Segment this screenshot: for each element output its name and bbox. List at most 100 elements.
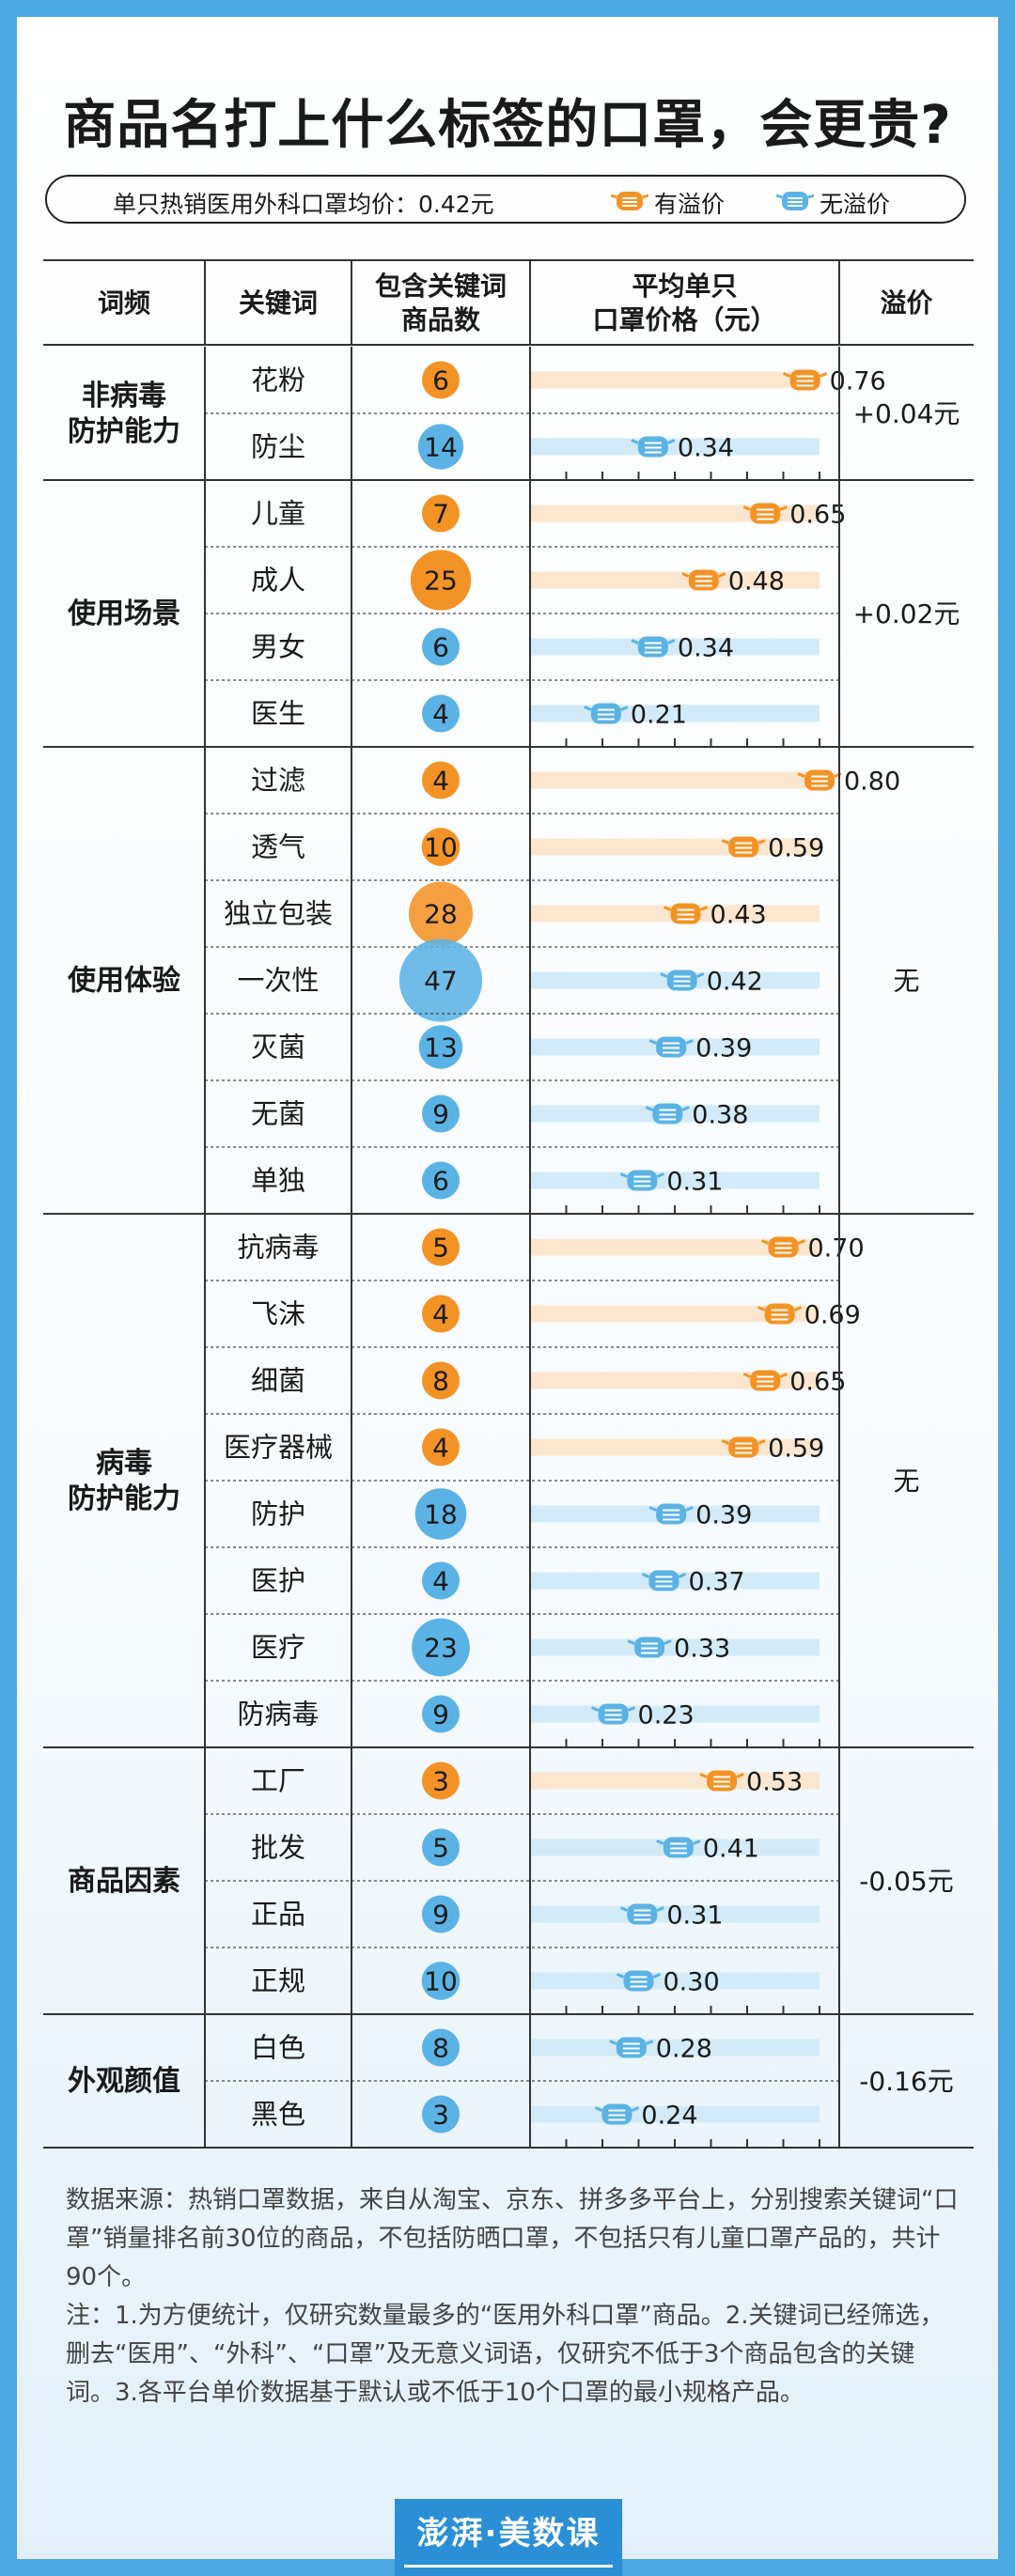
keyword-label: 一次性: [237, 965, 319, 997]
keyword-label: 儿童: [251, 498, 305, 530]
price-mask-marker-strap-right: [736, 1773, 744, 1778]
price-value-label: 0.31: [666, 1168, 723, 1197]
source-note-remarks: 注：1.为方便统计，仅研究数量最多的“医用外科口罩”商品。2.关键词已经筛选，删…: [66, 2302, 945, 2407]
count-bubble: [422, 1561, 460, 1600]
count-bubble: [422, 1094, 460, 1133]
category-label: 外观颜值: [68, 2065, 180, 2098]
premium-mask-icon: [611, 192, 648, 210]
count-value: 4: [432, 1299, 449, 1330]
price-mask-marker-strap-right: [678, 1573, 687, 1578]
price-mask-marker-strap-left: [721, 839, 729, 845]
price-value-label: 0.69: [804, 1301, 861, 1330]
keyword-label: 细菌: [251, 1365, 305, 1397]
keyword-label: 防护: [251, 1498, 305, 1530]
count-bubble: [408, 881, 474, 946]
price-mask-marker-strap-right: [685, 1039, 694, 1045]
price-mask-marker-strap-right: [646, 2040, 654, 2045]
premium-value: 无: [893, 1466, 919, 1497]
price-mask-marker-strap-left: [783, 372, 791, 378]
count-value: 5: [432, 1833, 449, 1864]
info-legend-bar: 单只热销医用外科口罩均价：0.42元 有溢价 无溢价: [45, 175, 966, 224]
price-mask-marker-strap-left: [663, 906, 672, 911]
keyword-label: 白色: [251, 2032, 305, 2064]
price-mask-marker-strap-right: [779, 505, 788, 511]
price-value-label: 0.59: [768, 1435, 824, 1464]
price-mask-marker-strap-right: [681, 1106, 690, 1111]
price-value-label: 0.42: [707, 968, 763, 997]
count-bubble: [422, 361, 460, 399]
category-label: 防护能力: [68, 1482, 180, 1515]
count-value: 9: [432, 1699, 449, 1730]
header-category: 词频: [98, 287, 150, 318]
price-mask-marker-strap-right: [699, 906, 709, 911]
count-bubble: [422, 2028, 460, 2067]
count-value: 25: [424, 566, 458, 597]
count-bubble: [422, 1828, 460, 1867]
count-bubble: [422, 2095, 460, 2134]
keyword-label: 黑色: [251, 2099, 305, 2131]
price-mask-marker-strap-right: [779, 1373, 788, 1378]
price-mask-marker-strap-left: [641, 1573, 650, 1578]
category-label: 商品因素: [68, 1865, 180, 1898]
price-mask-marker-strap-left: [619, 1172, 628, 1178]
keyword-label: 医疗: [251, 1632, 305, 1664]
legend-premium-label: 有溢价: [654, 191, 726, 218]
price-value-label: 0.70: [808, 1234, 865, 1264]
keyword-label: 成人: [251, 565, 305, 597]
category-label: 使用场景: [67, 597, 180, 630]
category-label: 防护能力: [68, 415, 180, 448]
category-label: 使用体验: [67, 965, 180, 998]
average-price-text: 单只热销医用外科口罩均价：0.42元: [113, 191, 494, 218]
count-bubble: [422, 1695, 460, 1733]
count-value: 18: [424, 1499, 458, 1530]
count-bubble: [422, 494, 460, 533]
keyword-label: 单独: [251, 1165, 305, 1197]
price-value-label: 0.65: [789, 1368, 846, 1397]
count-bubble: [422, 1161, 460, 1200]
count-bubble: [422, 628, 460, 666]
price-bar-track: [530, 371, 820, 389]
page-title: 商品名打上什么标签的口罩，会更贵?: [63, 95, 952, 156]
source-note-data-source: 数据来源：热销口罩数据，来自从淘宝、京东、拼多多平台上，分别搜索关键词“口罩”销…: [66, 2186, 959, 2291]
price-mask-marker-strap-right: [667, 439, 676, 444]
count-bubble: [422, 1228, 460, 1266]
price-bar-track: [530, 571, 820, 589]
price-mask-marker-strap-left: [631, 439, 639, 444]
keyword-label: 批发: [251, 1832, 305, 1864]
price-mask-marker-strap-right: [685, 1506, 694, 1512]
count-value: 28: [424, 899, 458, 930]
keyword-label: 过滤: [251, 765, 305, 797]
count-bubble: [422, 1295, 460, 1333]
count-value: 4: [432, 1433, 449, 1464]
premium-value: +0.04元: [853, 398, 960, 429]
price-bar-track: [530, 2039, 820, 2056]
price-mask-marker-strap-left: [631, 639, 639, 644]
count-value: 5: [432, 1233, 449, 1264]
count-bubble: [422, 1895, 460, 1933]
price-bar-track: [530, 638, 820, 656]
count-value: 10: [424, 832, 458, 863]
count-bubble: [421, 828, 461, 866]
source-note: 数据来源：热销口罩数据，来自从淘宝、京东、拼多多平台上，分别搜索关键词“口罩”销…: [66, 2181, 963, 2413]
count-value: 13: [424, 1032, 458, 1063]
price-mask-marker-strap-left: [619, 1906, 628, 1912]
price-mask-marker-strap-right: [757, 839, 766, 845]
price-mask-marker-strap-right: [652, 1973, 662, 1979]
price-mask-marker-strap-right: [656, 1906, 664, 1912]
count-value: 8: [432, 1366, 449, 1397]
price-bar-track: [530, 1238, 820, 1256]
count-bubble: [398, 939, 483, 1022]
price-value-label: 0.80: [844, 768, 900, 797]
price-value-label: 0.43: [710, 901, 767, 930]
price-bar-track: [530, 771, 820, 789]
price-bar-track: [530, 1172, 820, 1189]
price-mask-marker-strap-left: [645, 1106, 653, 1111]
keyword-label: 防尘: [251, 431, 305, 463]
count-value: 9: [432, 1099, 449, 1130]
price-mask-marker-strap-left: [627, 1639, 635, 1645]
count-value: 4: [432, 1566, 449, 1597]
price-mask-marker-strap-left: [648, 1506, 657, 1512]
keyword-label: 灭菌: [251, 1032, 305, 1063]
header-price-line2: 口罩价格（元）: [592, 304, 776, 335]
